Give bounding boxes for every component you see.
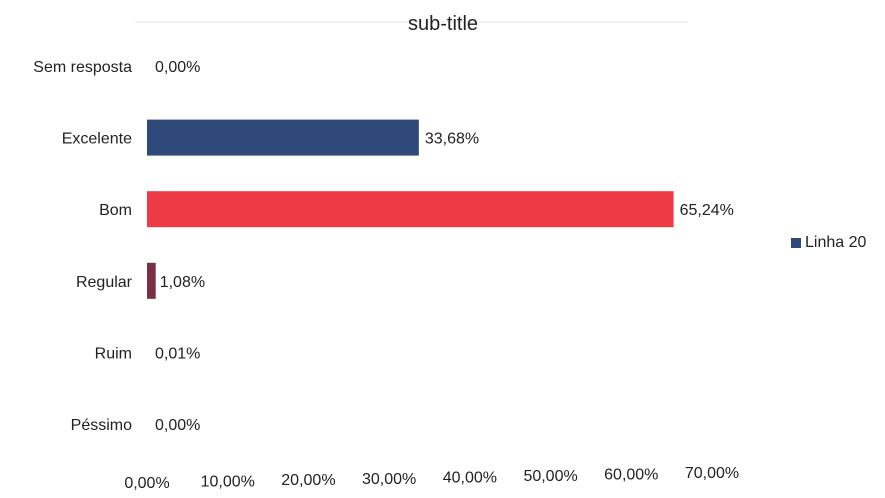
bar [147, 119, 419, 156]
data-label: 0,00% [155, 59, 200, 76]
ticks-layer: 0,00% 10,00% 20,00% 30,00% 40,00% 50,00% 60,00… [124, 465, 739, 492]
labels-layer: Sem resposta 0,00% Excelente 33,68% Bom 65,24… [33, 59, 734, 434]
category-label: Regular [76, 274, 133, 291]
data-label: 1,08% [160, 274, 205, 291]
x-tick-label: 40,00% [443, 469, 497, 486]
category-label: Excelente [62, 131, 132, 148]
bar [147, 262, 156, 299]
bar [147, 191, 674, 228]
x-tick-label: 70,00% [685, 465, 739, 482]
legend-swatch [791, 238, 801, 248]
category-label: Péssimo [71, 417, 132, 434]
x-tick-label: 0,00% [124, 475, 169, 492]
x-tick-label: 30,00% [362, 471, 416, 488]
chart-title: sub-title [408, 13, 478, 35]
x-tick-label: 10,00% [201, 474, 255, 491]
category-label: Ruim [95, 345, 132, 362]
category-label: Sem resposta [33, 59, 132, 76]
data-label: 65,24% [680, 202, 734, 219]
data-label: 33,68% [425, 131, 479, 148]
legend: Linha 20 [791, 234, 866, 252]
x-tick-label: 60,00% [604, 467, 658, 484]
data-label: 0,01% [155, 345, 200, 362]
category-label: Bom [99, 202, 132, 219]
x-tick-label: 20,00% [281, 472, 335, 489]
x-tick-label: 50,00% [523, 468, 577, 485]
legend-label: Linha 20 [805, 234, 867, 251]
data-label: 0,00% [155, 417, 200, 434]
bars-layer [147, 119, 674, 299]
